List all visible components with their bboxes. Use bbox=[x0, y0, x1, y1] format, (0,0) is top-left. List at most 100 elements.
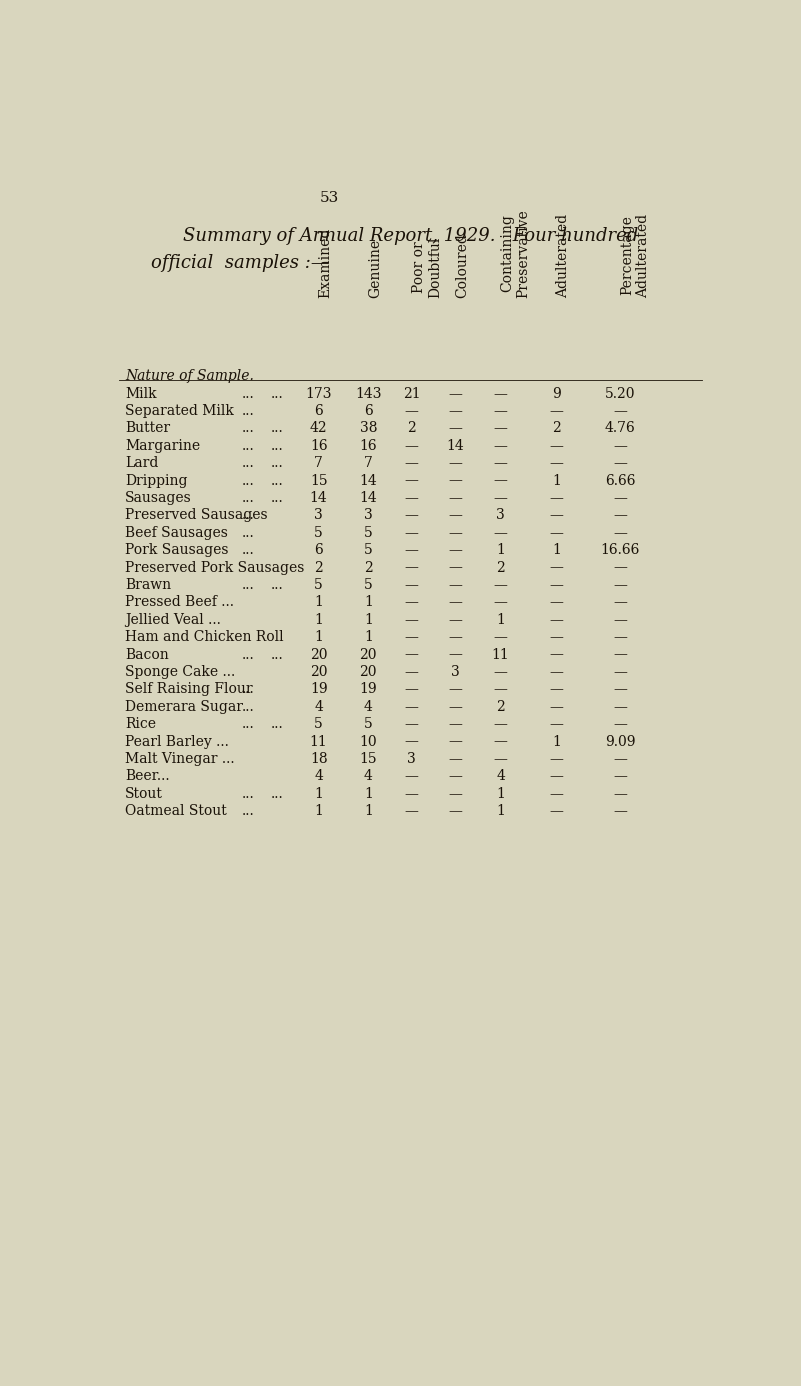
Text: —: — bbox=[549, 613, 563, 626]
Text: —: — bbox=[614, 682, 627, 696]
Text: —: — bbox=[493, 753, 508, 766]
Text: 1: 1 bbox=[364, 787, 372, 801]
Text: —: — bbox=[614, 665, 627, 679]
Text: ...: ... bbox=[241, 647, 254, 661]
Text: Pork Sausages: Pork Sausages bbox=[125, 543, 228, 557]
Text: 16.66: 16.66 bbox=[601, 543, 640, 557]
Text: —: — bbox=[449, 491, 462, 505]
Text: ...: ... bbox=[241, 439, 254, 453]
Text: Preserved Sausages: Preserved Sausages bbox=[125, 509, 268, 523]
Text: Beer...: Beer... bbox=[125, 769, 170, 783]
Text: —: — bbox=[549, 560, 563, 575]
Text: —: — bbox=[405, 700, 419, 714]
Text: 20: 20 bbox=[360, 665, 377, 679]
Text: Self Raising Flour: Self Raising Flour bbox=[125, 682, 252, 696]
Text: —: — bbox=[549, 700, 563, 714]
Text: ...: ... bbox=[271, 474, 284, 488]
Text: —: — bbox=[405, 456, 419, 470]
Text: —: — bbox=[405, 613, 419, 626]
Text: 14: 14 bbox=[446, 439, 464, 453]
Text: —: — bbox=[614, 456, 627, 470]
Text: 42: 42 bbox=[310, 421, 328, 435]
Text: 143: 143 bbox=[355, 387, 381, 401]
Text: ...: ... bbox=[271, 439, 284, 453]
Text: —: — bbox=[405, 647, 419, 661]
Text: 1: 1 bbox=[364, 631, 372, 644]
Text: 1: 1 bbox=[552, 543, 561, 557]
Text: —: — bbox=[614, 647, 627, 661]
Text: Malt Vinegar ...: Malt Vinegar ... bbox=[125, 753, 235, 766]
Text: 11: 11 bbox=[492, 647, 509, 661]
Text: 5: 5 bbox=[364, 543, 372, 557]
Text: 11: 11 bbox=[310, 735, 328, 748]
Text: —: — bbox=[493, 596, 508, 610]
Text: —: — bbox=[405, 735, 419, 748]
Text: —: — bbox=[449, 578, 462, 592]
Text: ...: ... bbox=[271, 491, 284, 505]
Text: ...: ... bbox=[271, 717, 284, 732]
Text: —: — bbox=[449, 525, 462, 539]
Text: 3: 3 bbox=[451, 665, 460, 679]
Text: —: — bbox=[493, 439, 508, 453]
Text: —: — bbox=[449, 509, 462, 523]
Text: ...: ... bbox=[241, 474, 254, 488]
Text: ...: ... bbox=[241, 682, 254, 696]
Text: —: — bbox=[614, 405, 627, 419]
Text: Summary of Annual Report, 1929.   Four hundred: Summary of Annual Report, 1929. Four hun… bbox=[183, 227, 638, 245]
Text: —: — bbox=[449, 735, 462, 748]
Text: —: — bbox=[405, 665, 419, 679]
Text: —: — bbox=[549, 717, 563, 732]
Text: —: — bbox=[549, 769, 563, 783]
Text: 4: 4 bbox=[364, 700, 372, 714]
Text: ...: ... bbox=[241, 509, 254, 523]
Text: Coloured: Coloured bbox=[455, 233, 469, 298]
Text: —: — bbox=[405, 804, 419, 818]
Text: 3: 3 bbox=[364, 509, 372, 523]
Text: 16: 16 bbox=[310, 439, 328, 453]
Text: —: — bbox=[549, 647, 563, 661]
Text: —: — bbox=[549, 665, 563, 679]
Text: —: — bbox=[493, 665, 508, 679]
Text: Pressed Beef ...: Pressed Beef ... bbox=[125, 596, 234, 610]
Text: Containing
Preservative: Containing Preservative bbox=[501, 209, 531, 298]
Text: —: — bbox=[614, 769, 627, 783]
Text: ...: ... bbox=[241, 700, 254, 714]
Text: Preserved Pork Sausages: Preserved Pork Sausages bbox=[125, 560, 304, 575]
Text: —: — bbox=[549, 787, 563, 801]
Text: —: — bbox=[549, 596, 563, 610]
Text: ...: ... bbox=[241, 787, 254, 801]
Text: —: — bbox=[549, 631, 563, 644]
Text: Sausages: Sausages bbox=[125, 491, 191, 505]
Text: Oatmeal Stout: Oatmeal Stout bbox=[125, 804, 227, 818]
Text: —: — bbox=[405, 682, 419, 696]
Text: —: — bbox=[493, 682, 508, 696]
Text: —: — bbox=[614, 787, 627, 801]
Text: ...: ... bbox=[241, 456, 254, 470]
Text: —: — bbox=[449, 700, 462, 714]
Text: 4.76: 4.76 bbox=[605, 421, 636, 435]
Text: 15: 15 bbox=[360, 753, 377, 766]
Text: 4: 4 bbox=[314, 769, 323, 783]
Text: —: — bbox=[493, 474, 508, 488]
Text: 7: 7 bbox=[314, 456, 323, 470]
Text: —: — bbox=[549, 405, 563, 419]
Text: 21: 21 bbox=[403, 387, 421, 401]
Text: 5: 5 bbox=[314, 717, 323, 732]
Text: —: — bbox=[549, 525, 563, 539]
Text: —: — bbox=[405, 631, 419, 644]
Text: —: — bbox=[405, 439, 419, 453]
Text: —: — bbox=[449, 717, 462, 732]
Text: 19: 19 bbox=[310, 682, 328, 696]
Text: —: — bbox=[549, 804, 563, 818]
Text: —: — bbox=[405, 560, 419, 575]
Text: ...: ... bbox=[241, 525, 254, 539]
Text: —: — bbox=[614, 700, 627, 714]
Text: 1: 1 bbox=[314, 804, 323, 818]
Text: —: — bbox=[614, 753, 627, 766]
Text: 5: 5 bbox=[364, 717, 372, 732]
Text: 20: 20 bbox=[310, 665, 328, 679]
Text: 15: 15 bbox=[310, 474, 328, 488]
Text: 1: 1 bbox=[552, 474, 561, 488]
Text: Stout: Stout bbox=[125, 787, 163, 801]
Text: 19: 19 bbox=[360, 682, 377, 696]
